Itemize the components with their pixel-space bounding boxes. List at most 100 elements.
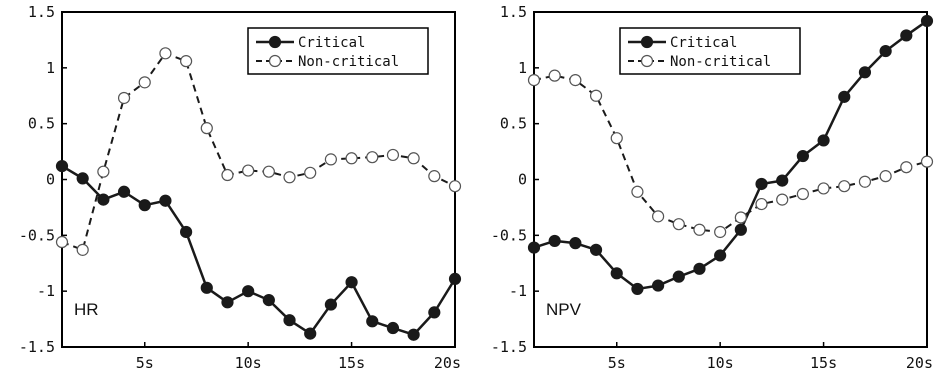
data-point-noncritical: [652, 210, 665, 223]
data-point-noncritical: [548, 69, 561, 82]
data-point-noncritical: [817, 182, 830, 195]
data-point-critical: [796, 149, 809, 163]
data-point-noncritical: [448, 180, 462, 193]
data-point-noncritical: [262, 165, 275, 178]
legend-marker-critical: [268, 35, 282, 49]
x-tick-label: 10s: [707, 354, 734, 372]
data-point-critical: [76, 172, 89, 185]
data-point-noncritical: [324, 153, 337, 166]
data-point-noncritical: [900, 161, 913, 174]
legend-marker-critical: [640, 35, 654, 49]
data-point-critical: [55, 160, 69, 173]
data-point-critical: [714, 249, 727, 262]
data-point-critical: [817, 134, 830, 147]
data-point-critical: [97, 193, 110, 206]
data-point-noncritical: [672, 218, 685, 231]
data-point-noncritical: [76, 243, 89, 256]
x-tick-label: 15s: [810, 354, 837, 372]
legend-label: Critical: [670, 35, 737, 51]
data-point-noncritical: [117, 91, 131, 105]
data-point-critical: [589, 243, 603, 256]
y-tick-label: 1.5: [28, 3, 55, 21]
data-point-critical: [858, 66, 872, 79]
data-point-noncritical: [920, 155, 934, 168]
data-point-critical: [262, 294, 275, 307]
data-point-noncritical: [138, 76, 151, 89]
chart-panel-npv: 1.5 1 0.5 0 -0.5 -1 -1.5 5s 10s 15s 20s Critical Non…: [491, 3, 934, 372]
data-point-noncritical: [242, 164, 255, 177]
x-tick-label: 10s: [235, 354, 262, 372]
data-point-noncritical: [55, 235, 69, 249]
data-point-critical: [448, 272, 462, 285]
legend-marker-noncritical: [268, 54, 282, 68]
y-tick-label: -0.5: [19, 226, 55, 244]
data-point-noncritical: [97, 165, 110, 178]
data-point-noncritical: [858, 175, 872, 188]
y-tick-label: 0: [518, 171, 527, 189]
data-point-noncritical: [366, 151, 379, 164]
x-tick-label: 15s: [338, 354, 365, 372]
data-point-noncritical: [693, 223, 706, 236]
data-point-noncritical: [407, 152, 420, 165]
data-point-critical: [117, 185, 131, 198]
data-point-critical: [345, 276, 358, 289]
data-point-noncritical: [631, 185, 644, 198]
data-point-critical: [548, 234, 561, 248]
legend-box: [247, 27, 429, 75]
data-point-critical: [180, 225, 193, 239]
y-tick-label: 1.5: [500, 3, 527, 21]
data-point-noncritical: [776, 193, 789, 206]
x-tick-label: 5s: [136, 354, 154, 372]
data-point-noncritical: [221, 168, 234, 182]
data-point-critical: [159, 194, 172, 207]
data-point-critical: [283, 314, 296, 327]
data-point-critical: [734, 223, 747, 236]
data-point-noncritical: [569, 74, 582, 87]
data-point-critical: [366, 315, 379, 328]
legend-marker-noncritical: [640, 54, 654, 68]
data-point-critical: [324, 298, 337, 311]
legend-label: Non-critical: [298, 54, 399, 70]
data-point-noncritical: [796, 187, 809, 201]
data-point-critical: [138, 199, 151, 212]
data-point-critical: [407, 328, 420, 341]
data-point-critical: [672, 270, 685, 283]
data-point-noncritical: [200, 122, 213, 135]
data-point-critical: [242, 285, 255, 298]
y-tick-label: -1: [37, 282, 55, 300]
y-tick-label: 0.5: [28, 115, 55, 133]
data-point-noncritical: [180, 55, 193, 68]
x-tick-label: 20s: [434, 354, 461, 372]
data-point-noncritical: [527, 74, 541, 87]
data-point-critical: [900, 29, 913, 42]
y-tick-label: 0: [46, 171, 55, 189]
panel-label: HR: [74, 300, 99, 319]
legend-label: Critical: [298, 35, 365, 51]
data-point-critical: [693, 262, 706, 275]
data-point-critical: [610, 267, 623, 280]
data-point-noncritical: [345, 152, 358, 165]
data-point-noncritical: [159, 47, 172, 60]
y-tick-label: 0.5: [500, 115, 527, 133]
data-point-critical: [428, 306, 441, 319]
data-point-noncritical: [838, 180, 851, 193]
data-point-critical: [304, 327, 317, 340]
data-point-noncritical: [283, 171, 296, 184]
data-point-noncritical: [714, 225, 727, 239]
y-tick-label: 1: [46, 59, 55, 77]
data-point-noncritical: [879, 170, 892, 183]
y-tick-label: -1.5: [491, 338, 527, 356]
data-point-critical: [879, 44, 892, 58]
panel-label: NPV: [546, 300, 582, 319]
data-point-noncritical: [304, 166, 317, 179]
y-tick-label: -1.5: [19, 338, 55, 356]
y-tick-label: 1: [518, 59, 527, 77]
data-point-critical: [776, 174, 789, 187]
y-tick-label: -1: [509, 282, 527, 300]
data-point-critical: [755, 177, 768, 191]
data-point-noncritical: [610, 132, 623, 145]
data-point-noncritical: [755, 197, 768, 211]
y-tick-label: -0.5: [491, 226, 527, 244]
data-point-critical: [631, 282, 644, 296]
